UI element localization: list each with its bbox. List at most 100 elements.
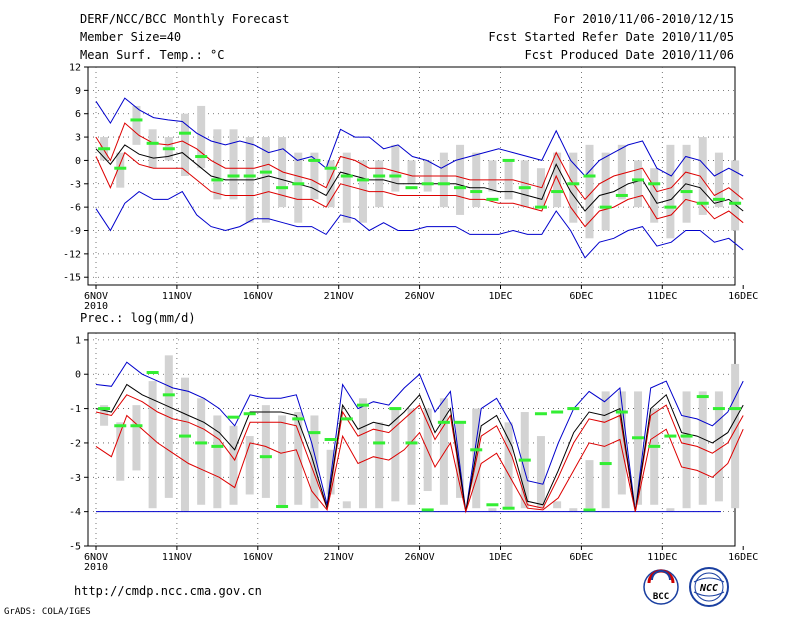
- bcc-logo-icon: BCC: [643, 569, 679, 605]
- y-tick-label: 0: [75, 370, 81, 381]
- obs-marker: [114, 424, 127, 428]
- fcst-produced-label: Fcst Produced Date 2010/11/06: [524, 48, 734, 62]
- obs-marker: [632, 178, 645, 182]
- obs-bar: [180, 113, 189, 176]
- obs-marker: [486, 503, 499, 507]
- obs-marker: [583, 174, 596, 178]
- obs-bar: [310, 415, 319, 509]
- y-tick-label: -15: [63, 273, 81, 284]
- x-tick-label: 1DEC: [488, 552, 512, 563]
- obs-marker: [551, 190, 564, 194]
- chart-title: DERF/NCC/BCC Monthly Forecast: [80, 12, 290, 26]
- obs-marker: [276, 504, 289, 508]
- obs-marker: [664, 205, 677, 209]
- obs-marker: [146, 141, 159, 145]
- obs-bar: [666, 508, 675, 512]
- x-tick-label: 16DEC: [728, 552, 758, 563]
- y-tick-label: 12: [69, 63, 81, 74]
- obs-bar: [132, 405, 141, 471]
- obs-bar: [634, 391, 643, 505]
- series-max-line: [95, 97, 744, 177]
- obs-bar: [326, 449, 335, 495]
- obs-bar: [261, 137, 270, 223]
- obs-bar: [682, 391, 691, 509]
- obs-marker: [712, 407, 725, 411]
- obs-marker: [324, 166, 337, 170]
- obs-bar: [585, 144, 594, 239]
- obs-bar: [731, 363, 740, 509]
- obs-marker: [712, 197, 725, 201]
- y-tick-label: 3: [75, 133, 81, 144]
- y-tick-label: -5: [69, 542, 81, 553]
- obs-bar: [714, 391, 723, 502]
- obs-marker: [405, 186, 418, 190]
- obs-marker: [551, 410, 564, 414]
- obs-marker: [696, 201, 709, 205]
- x-tick-label: 11NOV: [162, 552, 192, 563]
- obs-bar: [116, 422, 125, 481]
- obs-marker: [276, 186, 289, 190]
- obs-bar: [326, 160, 335, 208]
- obs-bar: [731, 160, 740, 231]
- obs-marker: [178, 434, 191, 438]
- obs-bar: [375, 160, 384, 208]
- obs-bar: [358, 398, 367, 509]
- obs-marker: [130, 118, 143, 122]
- obs-bar: [132, 105, 141, 145]
- y-tick-label: -9: [69, 226, 81, 237]
- obs-marker: [389, 407, 402, 411]
- obs-marker: [195, 155, 208, 159]
- y-tick-label: -6: [69, 203, 81, 214]
- obs-marker: [534, 412, 547, 416]
- obs-bar: [229, 425, 238, 505]
- obs-bar: [650, 168, 659, 223]
- x-tick-label: 16NOV: [243, 552, 273, 563]
- obs-bar: [100, 405, 109, 426]
- y-tick-label: 1: [75, 335, 81, 346]
- obs-marker: [373, 441, 386, 445]
- obs-bar: [617, 144, 626, 200]
- obs-marker: [664, 434, 677, 438]
- obs-marker: [340, 174, 353, 178]
- obs-marker: [211, 444, 224, 448]
- obs-bar: [391, 144, 400, 192]
- obs-marker: [162, 393, 175, 397]
- bcc-logo-text: BCC: [653, 592, 669, 602]
- obs-marker: [146, 371, 159, 375]
- obs-bar: [439, 152, 448, 208]
- obs-marker: [437, 182, 450, 186]
- obs-marker: [421, 508, 434, 512]
- period-label: For 2010/11/06-2010/12/15: [553, 12, 734, 26]
- obs-bar: [488, 508, 497, 512]
- obs-bar: [310, 152, 319, 200]
- obs-marker: [534, 205, 547, 209]
- series-p-upper-line: [95, 122, 744, 201]
- y-tick-label: -3: [69, 179, 81, 190]
- obs-marker: [454, 420, 467, 424]
- x-tick-label: 11NOV: [162, 291, 192, 302]
- obs-bar: [488, 160, 497, 192]
- obs-bar: [342, 152, 351, 223]
- obs-marker: [567, 182, 580, 186]
- x-tick-label: 11DEC: [647, 291, 677, 302]
- obs-marker: [421, 182, 434, 186]
- obs-marker: [729, 407, 742, 411]
- obs-bar: [553, 501, 562, 509]
- obs-bar: [294, 152, 303, 223]
- obs-bar: [634, 160, 643, 208]
- precip-label: Prec.: log(mm/d): [80, 311, 196, 325]
- ncc-logo-icon: NCC: [689, 567, 729, 607]
- obs-marker: [518, 458, 531, 462]
- obs-bar: [229, 129, 238, 200]
- obs-marker: [389, 174, 402, 178]
- obs-bar: [407, 408, 416, 505]
- obs-bar: [569, 508, 578, 512]
- obs-bar: [213, 415, 222, 509]
- series-mean-line: [95, 144, 744, 212]
- obs-marker: [373, 174, 386, 178]
- x-tick-label: 11DEC: [647, 552, 677, 563]
- obs-marker: [195, 441, 208, 445]
- obs-marker: [502, 506, 515, 510]
- obs-marker: [259, 170, 272, 174]
